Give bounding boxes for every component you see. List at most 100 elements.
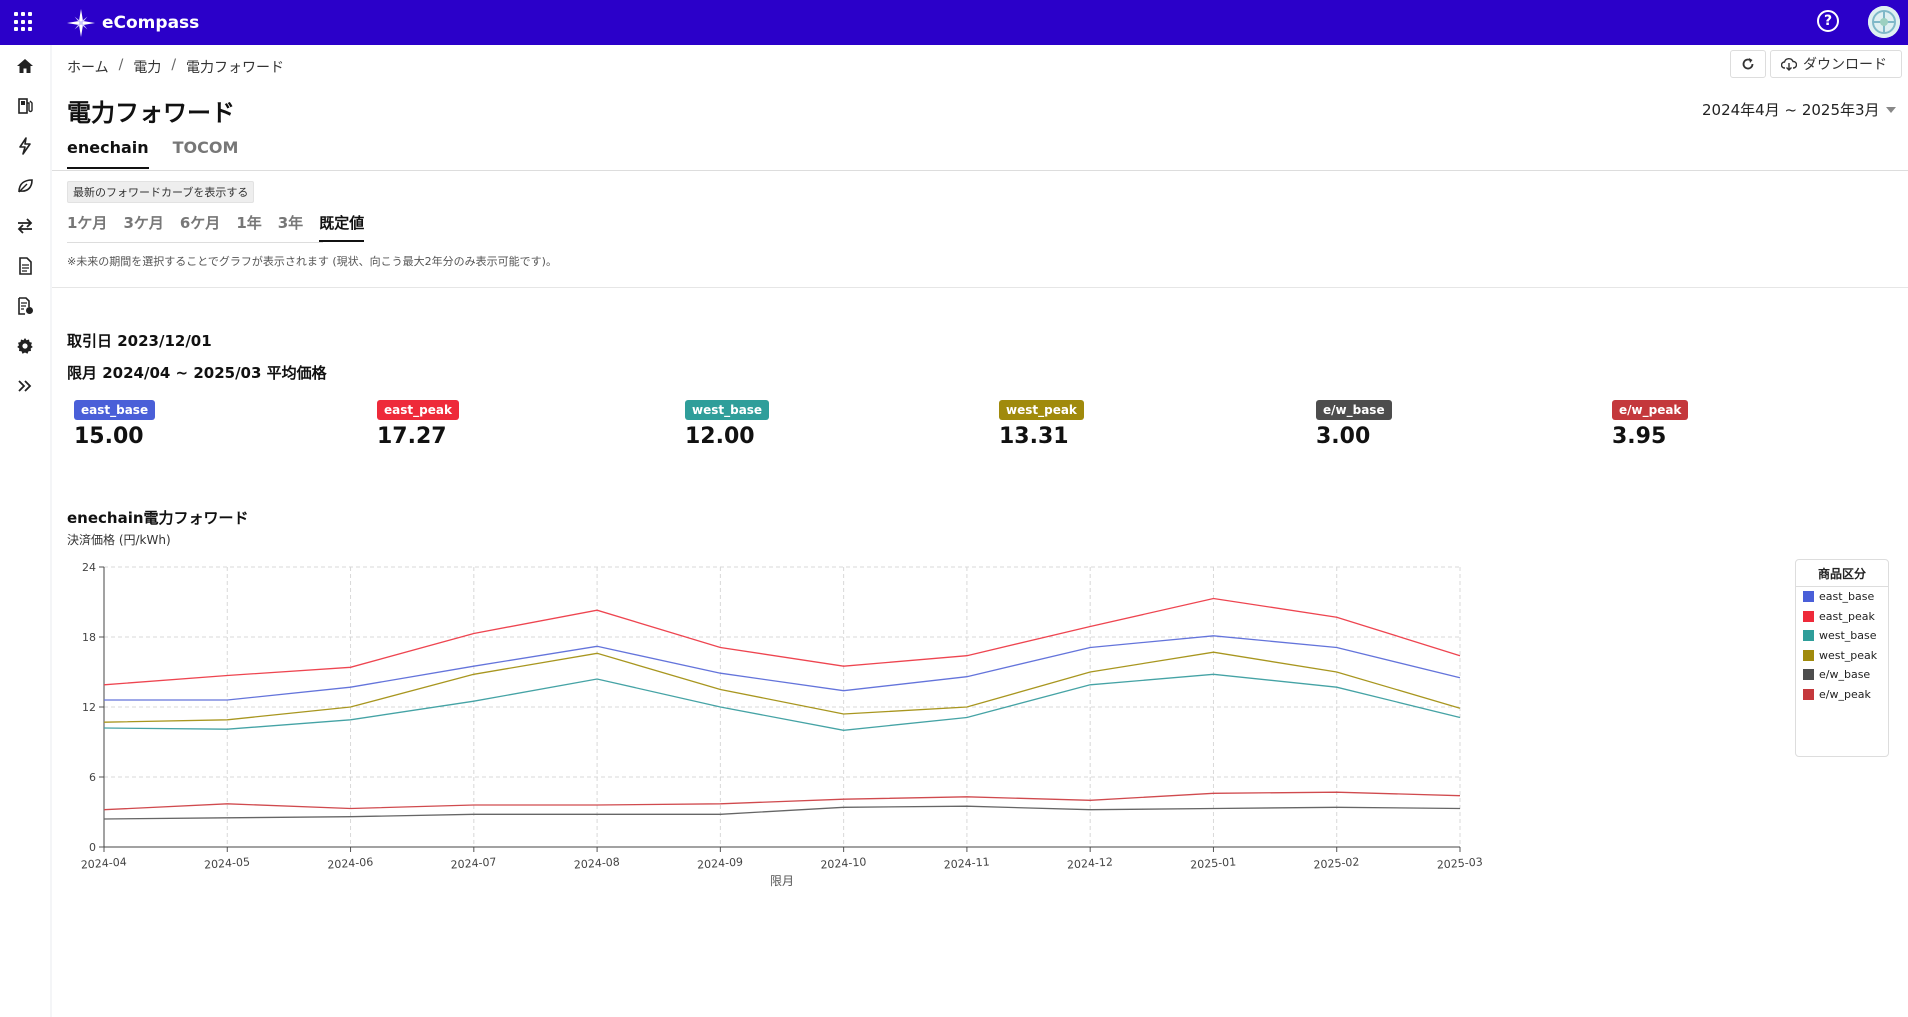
x-tick-label: 2024-04: [80, 855, 127, 871]
price-card-ew-peak: e/w_peak 3.95: [1612, 399, 1689, 449]
legend-item[interactable]: e/w_peak: [1796, 685, 1888, 705]
source-tabs: enechain TOCOM: [67, 138, 238, 169]
chevron-down-icon: [1885, 106, 1896, 113]
price-badge: e/w_peak: [1612, 400, 1689, 420]
legend-label: e/w_base: [1819, 668, 1871, 682]
range-tab-6m[interactable]: 6ケ月: [179, 214, 221, 232]
range-divider: [67, 242, 323, 243]
cloud-download-icon: [1781, 58, 1797, 71]
x-tick-label: 2024-09: [697, 855, 744, 871]
reload-icon: [1742, 58, 1754, 70]
legend-item[interactable]: east_base: [1796, 587, 1888, 607]
power-icon[interactable]: [12, 133, 38, 159]
price-card-east-peak: east_peak 17.27: [377, 399, 459, 449]
breadcrumb-separator: /: [118, 57, 124, 73]
chart-title: enechain電力フォワード: [67, 509, 249, 527]
breadcrumb-home[interactable]: ホーム: [67, 60, 109, 76]
home-icon[interactable]: [12, 53, 38, 79]
price-value: 3.00: [1316, 424, 1371, 449]
legend-label: east_base: [1819, 590, 1875, 604]
legend-swatch: [1803, 630, 1814, 642]
section-divider: [52, 287, 1908, 288]
y-tick-label: 0: [89, 841, 96, 854]
chart-legend: 商品区分 east_base east_peak west_base west_pea…: [1795, 559, 1889, 757]
price-card-ew-base: e/w_base 3.00: [1316, 399, 1392, 449]
avatar[interactable]: [1868, 6, 1900, 38]
legend-swatch: [1803, 610, 1814, 622]
range-note: ※未来の期間を選択することでグラフが表示されます (現状、向こう最大2年分のみ表…: [67, 255, 557, 268]
range-tab-1m[interactable]: 1ケ月: [67, 214, 108, 232]
fuel-icon[interactable]: [12, 93, 38, 119]
legend-label: e/w_peak: [1819, 687, 1871, 701]
avatar-pattern-icon: [1868, 6, 1900, 38]
x-tick-label: 2024-11: [943, 855, 990, 871]
breadcrumb-current: 電力フォワード: [186, 60, 285, 76]
trade-date: 取引日 2023/12/01: [67, 332, 212, 350]
price-card-west-peak: west_peak 13.31: [999, 399, 1084, 449]
x-tick-label: 2024-07: [450, 855, 497, 871]
tabs-divider: [52, 170, 1908, 171]
legend-item[interactable]: e/w_base: [1796, 665, 1888, 685]
app-name: eCompass: [102, 13, 200, 33]
range-tab-default[interactable]: 既定値: [319, 212, 365, 242]
y-tick-label: 24: [82, 561, 96, 574]
legend-swatch: [1803, 649, 1814, 661]
expand-icon[interactable]: [12, 373, 38, 399]
series-line-west_base: [103, 673, 1461, 731]
forward-price-chart: 0 6 12 18 24 2024-04 2024-05 2024-06 2024-07 2024…: [80, 561, 1483, 888]
download-label: ダウンロード: [1803, 57, 1887, 73]
price-badge: e/w_base: [1316, 400, 1392, 420]
price-card-east-base: east_base 15.00: [74, 399, 156, 449]
legend-item[interactable]: east_peak: [1796, 607, 1888, 627]
app-grid-icon[interactable]: [14, 12, 34, 32]
range-tab-1y[interactable]: 1年: [236, 214, 262, 232]
x-tick-label: 2024-08: [573, 855, 620, 871]
x-axis-label: 限月: [770, 874, 794, 888]
legend-item[interactable]: west_base: [1796, 626, 1888, 646]
price-value: 12.00: [685, 424, 755, 449]
y-tick-label: 12: [82, 701, 96, 714]
average-price-label: 限月 2024/04 ~ 2025/03 平均価格: [67, 364, 327, 382]
page-title: 電力フォワード: [67, 99, 235, 127]
price-badge: west_base: [685, 400, 770, 420]
x-tick-label: 2024-06: [327, 855, 374, 871]
help-icon[interactable]: ?: [1817, 10, 1839, 32]
legend-label: east_peak: [1819, 609, 1875, 623]
range-tab-3y[interactable]: 3年: [277, 214, 304, 232]
breadcrumb-power[interactable]: 電力: [133, 60, 162, 76]
legend-swatch: [1803, 591, 1814, 603]
leaf-icon[interactable]: [12, 173, 38, 199]
period-select[interactable]: 2024年4月 ~ 2025年3月: [1702, 99, 1896, 120]
top-bar: eCompass ?: [0, 0, 1908, 45]
x-tick-label: 2024-12: [1067, 855, 1114, 871]
legend-item[interactable]: west_peak: [1796, 646, 1888, 666]
document-icon[interactable]: [12, 253, 38, 279]
gear-icon[interactable]: [12, 333, 38, 359]
legend-label: west_peak: [1819, 648, 1878, 662]
price-value: 13.31: [999, 424, 1069, 449]
transfer-icon[interactable]: [12, 213, 38, 239]
reload-button[interactable]: [1730, 50, 1766, 78]
show-latest-curve-button[interactable]: 最新のフォワードカーブを表示する: [67, 181, 255, 203]
tab-enechain[interactable]: enechain: [67, 138, 149, 169]
series-line-east_base: [104, 635, 1461, 701]
x-tick-label: 2024-05: [204, 855, 251, 871]
period-value: 2024年4月 ~ 2025年3月: [1702, 101, 1880, 119]
legend-swatch: [1803, 669, 1814, 681]
chart-y-axis-label: 決済価格 (円/kWh): [67, 533, 171, 547]
price-badge: west_peak: [999, 400, 1084, 420]
price-value: 17.27: [377, 424, 447, 449]
x-tick-label: 2024-10: [820, 855, 867, 871]
compass-logo-icon: [67, 9, 95, 37]
brand[interactable]: eCompass: [66, 8, 199, 38]
y-tick-label: 6: [89, 771, 96, 784]
tab-tocom[interactable]: TOCOM: [172, 138, 239, 157]
breadcrumb: ホーム / 電力 / 電力フォワード: [67, 57, 284, 77]
series-line-ew_base: [103, 805, 1461, 820]
report-icon[interactable]: [12, 293, 38, 319]
range-tab-3m[interactable]: 3ケ月: [123, 214, 164, 232]
series-line-ew_peak: [103, 791, 1461, 811]
price-value: 3.95: [1612, 424, 1667, 449]
main-content: ホーム / 電力 / 電力フォワード ダウンロード 電力フォワード 2024年4…: [52, 45, 1908, 1017]
download-button[interactable]: ダウンロード: [1770, 50, 1902, 78]
